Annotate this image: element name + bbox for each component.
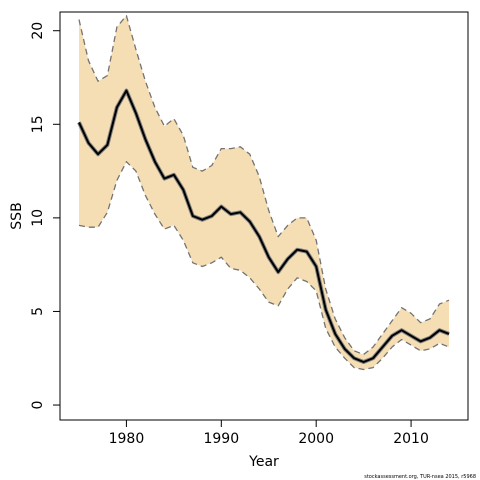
upper-bound-line [78, 15, 450, 356]
x-axis: 1980 1990 2000 2010 [109, 420, 429, 447]
y-tick-label: 10 [30, 209, 46, 227]
x-axis-title: Year [248, 454, 279, 470]
estimate-line [78, 89, 450, 363]
x-tick-label: 2000 [298, 431, 334, 447]
y-tick-label: 20 [30, 22, 46, 40]
plot-frame [59, 11, 469, 421]
y-tick-label: 0 [30, 401, 46, 410]
y-axis-title: SSB [9, 202, 25, 229]
y-axis: 0 5 10 15 20 [30, 22, 60, 410]
lower-bound-line [78, 161, 450, 371]
source-footnote: stockassessment.org, TUR-nsea 2015, r596… [364, 474, 476, 480]
x-tick-label: 2010 [393, 431, 429, 447]
y-tick-label: 5 [30, 307, 46, 316]
y-tick-label: 15 [30, 115, 46, 133]
x-tick-label: 1980 [109, 431, 145, 447]
series-line-layer [77, 15, 450, 371]
x-tick-label: 1990 [203, 431, 239, 447]
